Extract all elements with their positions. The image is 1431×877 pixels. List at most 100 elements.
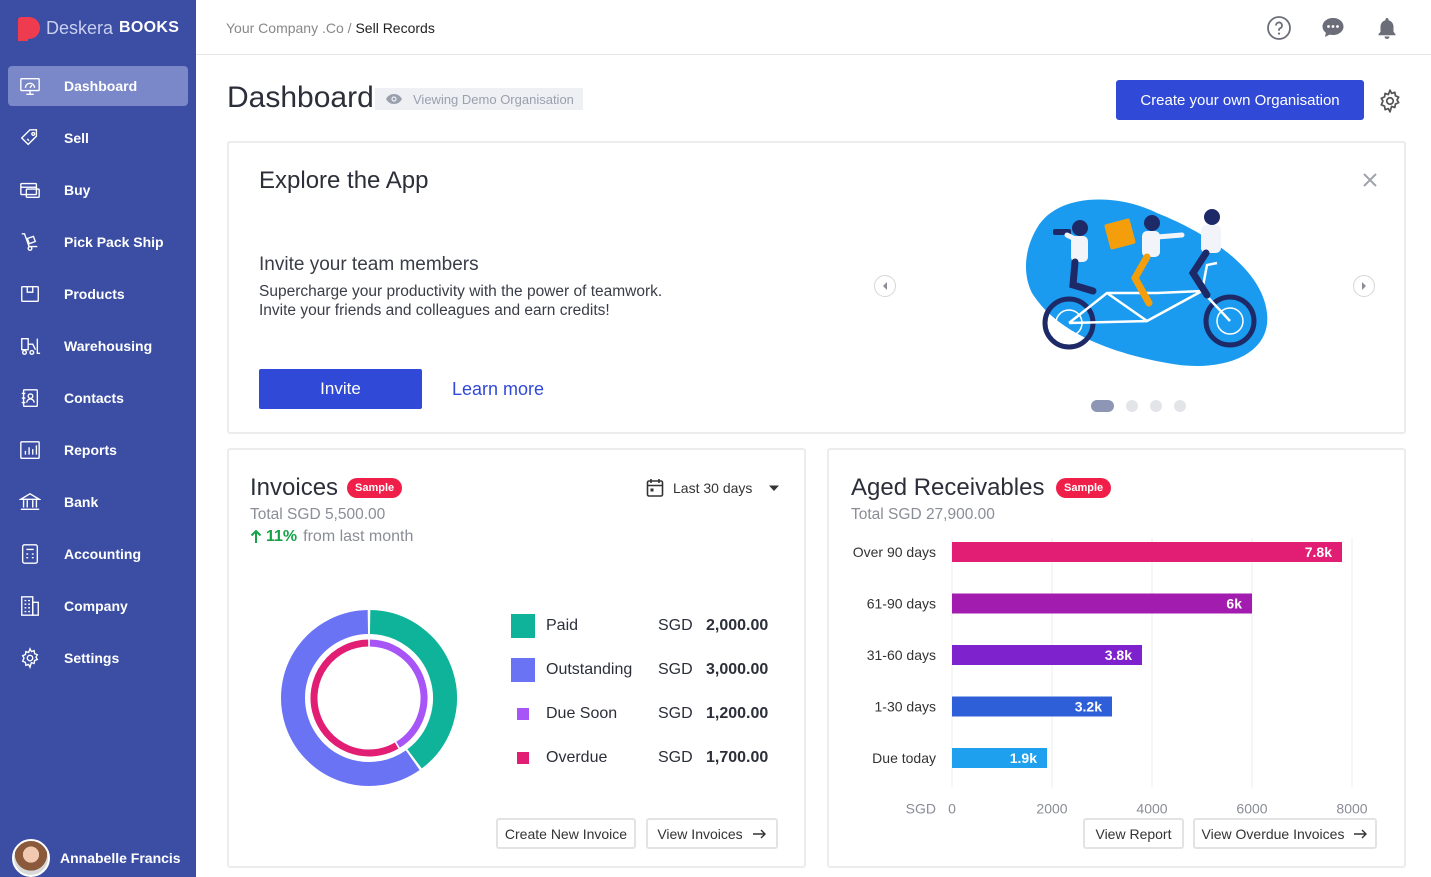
chat-icon[interactable] bbox=[1319, 14, 1347, 42]
bell-icon[interactable] bbox=[1373, 14, 1401, 42]
sidebar-item-dashboard[interactable]: Dashboard bbox=[8, 66, 188, 106]
legend-currency: SGD bbox=[658, 617, 693, 634]
sidebar-item-accounting[interactable]: Accounting bbox=[8, 534, 188, 574]
close-icon[interactable] bbox=[1361, 171, 1381, 191]
create-new-invoice-button[interactable]: Create New Invoice bbox=[496, 818, 636, 849]
brand-name: Deskera bbox=[46, 17, 114, 38]
legend-value: 1,200.00 bbox=[706, 705, 769, 722]
invoices-title: Invoices bbox=[250, 474, 339, 501]
sidebar-item-products[interactable]: Products bbox=[8, 274, 188, 314]
x-tick-label: 8000 bbox=[1336, 801, 1367, 817]
donut-slice-outstanding[interactable] bbox=[281, 610, 420, 786]
sidebar-item-settings[interactable]: Settings bbox=[8, 638, 188, 678]
carousel-dot[interactable] bbox=[1174, 400, 1186, 412]
sidebar-item-reports[interactable]: Reports bbox=[8, 430, 188, 470]
view-report-button[interactable]: View Report bbox=[1083, 818, 1184, 849]
bar-1-30-days[interactable] bbox=[952, 696, 1112, 717]
calculator-icon bbox=[18, 542, 42, 566]
view-invoices-label: View Invoices bbox=[657, 825, 743, 842]
legend-label: Outstanding bbox=[546, 661, 633, 678]
carousel-dot[interactable] bbox=[1150, 400, 1162, 412]
breadcrumb-separator: / bbox=[343, 20, 356, 36]
sidebar-item-label: Pick Pack Ship bbox=[64, 234, 164, 250]
invoice-status-donut-chart bbox=[281, 610, 457, 786]
invoices-card: Invoices Sample Total SGD 5,500.00 11% f… bbox=[227, 448, 806, 868]
donut-slice-overdue[interactable] bbox=[310, 639, 399, 757]
sidebar-nav: Dashboard Sell Buy Pick Pack Ship bbox=[0, 66, 196, 690]
legend-label: Overdue bbox=[546, 749, 608, 766]
category-label: 61-90 days bbox=[867, 596, 936, 612]
x-tick-label: 4000 bbox=[1136, 801, 1167, 817]
carousel-dots bbox=[1091, 400, 1186, 412]
carousel-dot[interactable] bbox=[1091, 400, 1114, 412]
chevron-left-icon bbox=[883, 282, 887, 290]
carousel-dot[interactable] bbox=[1126, 400, 1138, 412]
sidebar-item-contacts[interactable]: Contacts bbox=[8, 378, 188, 418]
building-icon bbox=[18, 594, 42, 618]
bar-value-label: 3.8k bbox=[1105, 647, 1132, 663]
aged-receivables-card: Aged Receivables Sample Total SGD 27,900… bbox=[827, 448, 1406, 868]
donut-slice-paid[interactable] bbox=[369, 610, 457, 769]
chevron-right-icon bbox=[1362, 282, 1366, 290]
sidebar-item-label: Sell bbox=[64, 130, 89, 146]
explore-title: Explore the App bbox=[259, 167, 429, 194]
explore-subtitle: Invite your team members bbox=[259, 254, 479, 275]
x-tick-label: 6000 bbox=[1236, 801, 1267, 817]
sidebar-item-buy[interactable]: Buy bbox=[8, 170, 188, 210]
legend-swatch bbox=[511, 614, 535, 638]
sidebar-item-pick-pack-ship[interactable]: Pick Pack Ship bbox=[8, 222, 188, 262]
brand-product: BOOKS bbox=[119, 19, 180, 36]
learn-more-link[interactable]: Learn more bbox=[452, 379, 545, 399]
arrow-right-icon bbox=[1354, 829, 1368, 838]
x-tick-label: 2000 bbox=[1036, 801, 1067, 817]
sidebar: Deskera BOOKS Dashboard Sell Buy bbox=[0, 0, 196, 877]
dashboard-icon bbox=[18, 74, 42, 98]
view-invoices-button[interactable]: View Invoices bbox=[646, 818, 778, 849]
bar-due-today[interactable] bbox=[952, 748, 1047, 768]
bar-31-60-days[interactable] bbox=[952, 645, 1142, 665]
bar-over-90-days[interactable] bbox=[952, 542, 1342, 562]
view-overdue-invoices-button[interactable]: View Overdue Invoices bbox=[1193, 818, 1377, 849]
bar-61-90-days[interactable] bbox=[952, 593, 1252, 614]
invoice-legend: Paid SGD 2,000.00 Outstanding SGD 3,000.… bbox=[511, 614, 776, 790]
breadcrumb: Your Company .Co / Sell Records bbox=[226, 20, 435, 36]
legend-label: Due Soon bbox=[546, 705, 618, 722]
contacts-book-icon bbox=[18, 386, 42, 410]
team-tandem-bike-illustration bbox=[1025, 199, 1268, 366]
explore-description: Supercharge your productivity with the p… bbox=[259, 282, 729, 320]
growth-text: from last month bbox=[303, 528, 414, 545]
sidebar-item-company[interactable]: Company bbox=[8, 586, 188, 626]
legend-value: 3,000.00 bbox=[706, 661, 769, 678]
legend-value: 2,000.00 bbox=[706, 617, 769, 634]
gear-icon[interactable] bbox=[1377, 88, 1403, 114]
buy-card-icon bbox=[18, 178, 42, 202]
reports-chart-icon bbox=[18, 438, 42, 462]
help-icon[interactable] bbox=[1265, 14, 1293, 42]
create-organisation-button[interactable]: Create your own Organisation bbox=[1116, 80, 1364, 120]
carousel-next-button[interactable] bbox=[1353, 275, 1375, 297]
user-profile[interactable]: Annabelle Francis bbox=[12, 839, 181, 877]
legend-swatch bbox=[511, 658, 535, 682]
donut-slice-due-soon[interactable] bbox=[369, 639, 428, 748]
sidebar-item-label: Reports bbox=[64, 442, 117, 458]
legend-swatch bbox=[517, 708, 529, 720]
forklift-icon bbox=[18, 334, 42, 358]
sidebar-item-label: Products bbox=[64, 286, 125, 302]
breadcrumb-parent[interactable]: Your Company .Co bbox=[226, 20, 344, 36]
sidebar-item-label: Buy bbox=[64, 182, 91, 198]
explore-description-line: Invite your friends and colleagues and e… bbox=[259, 302, 610, 319]
sidebar-item-label: Bank bbox=[64, 494, 99, 510]
growth-percent: 11% bbox=[266, 528, 298, 545]
bar-value-label: 3.2k bbox=[1075, 699, 1102, 715]
carousel-prev-button[interactable] bbox=[874, 275, 896, 297]
sidebar-item-bank[interactable]: Bank bbox=[8, 482, 188, 522]
invite-button[interactable]: Invite bbox=[259, 369, 422, 409]
sidebar-item-sell[interactable]: Sell bbox=[8, 118, 188, 158]
sidebar-item-warehousing[interactable]: Warehousing bbox=[8, 326, 188, 366]
category-label: 1-30 days bbox=[875, 699, 936, 715]
demo-organisation-badge: Viewing Demo Organisation bbox=[375, 88, 583, 110]
brand-logo[interactable]: Deskera BOOKS bbox=[18, 15, 179, 41]
x-axis-label: SGD bbox=[906, 801, 936, 817]
date-range-select[interactable]: Last 30 days bbox=[646, 478, 789, 498]
sidebar-item-label: Settings bbox=[64, 650, 120, 666]
